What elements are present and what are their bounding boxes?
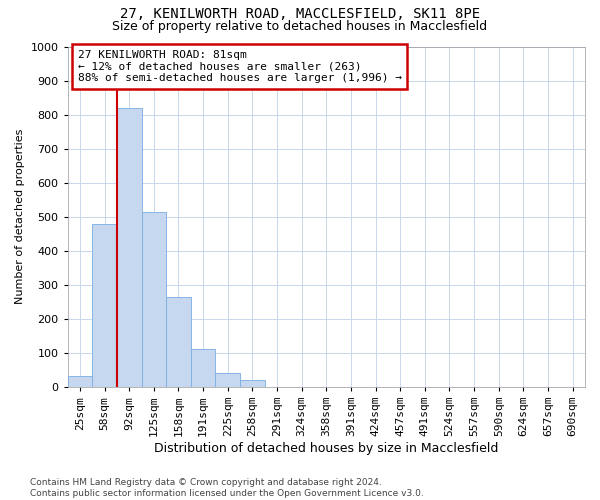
Text: 27, KENILWORTH ROAD, MACCLESFIELD, SK11 8PE: 27, KENILWORTH ROAD, MACCLESFIELD, SK11 … — [120, 8, 480, 22]
Bar — [191, 350, 215, 387]
Text: 27 KENILWORTH ROAD: 81sqm
← 12% of detached houses are smaller (263)
88% of semi: 27 KENILWORTH ROAD: 81sqm ← 12% of detac… — [78, 50, 402, 83]
X-axis label: Distribution of detached houses by size in Macclesfield: Distribution of detached houses by size … — [154, 442, 499, 455]
Bar — [215, 374, 240, 387]
Text: Contains HM Land Registry data © Crown copyright and database right 2024.
Contai: Contains HM Land Registry data © Crown c… — [30, 478, 424, 498]
Bar — [240, 380, 265, 387]
Bar — [142, 212, 166, 387]
Bar — [166, 296, 191, 387]
Y-axis label: Number of detached properties: Number of detached properties — [15, 129, 25, 304]
Bar — [92, 224, 117, 387]
Text: Size of property relative to detached houses in Macclesfield: Size of property relative to detached ho… — [112, 20, 488, 33]
Bar — [68, 376, 92, 387]
Bar — [117, 108, 142, 387]
